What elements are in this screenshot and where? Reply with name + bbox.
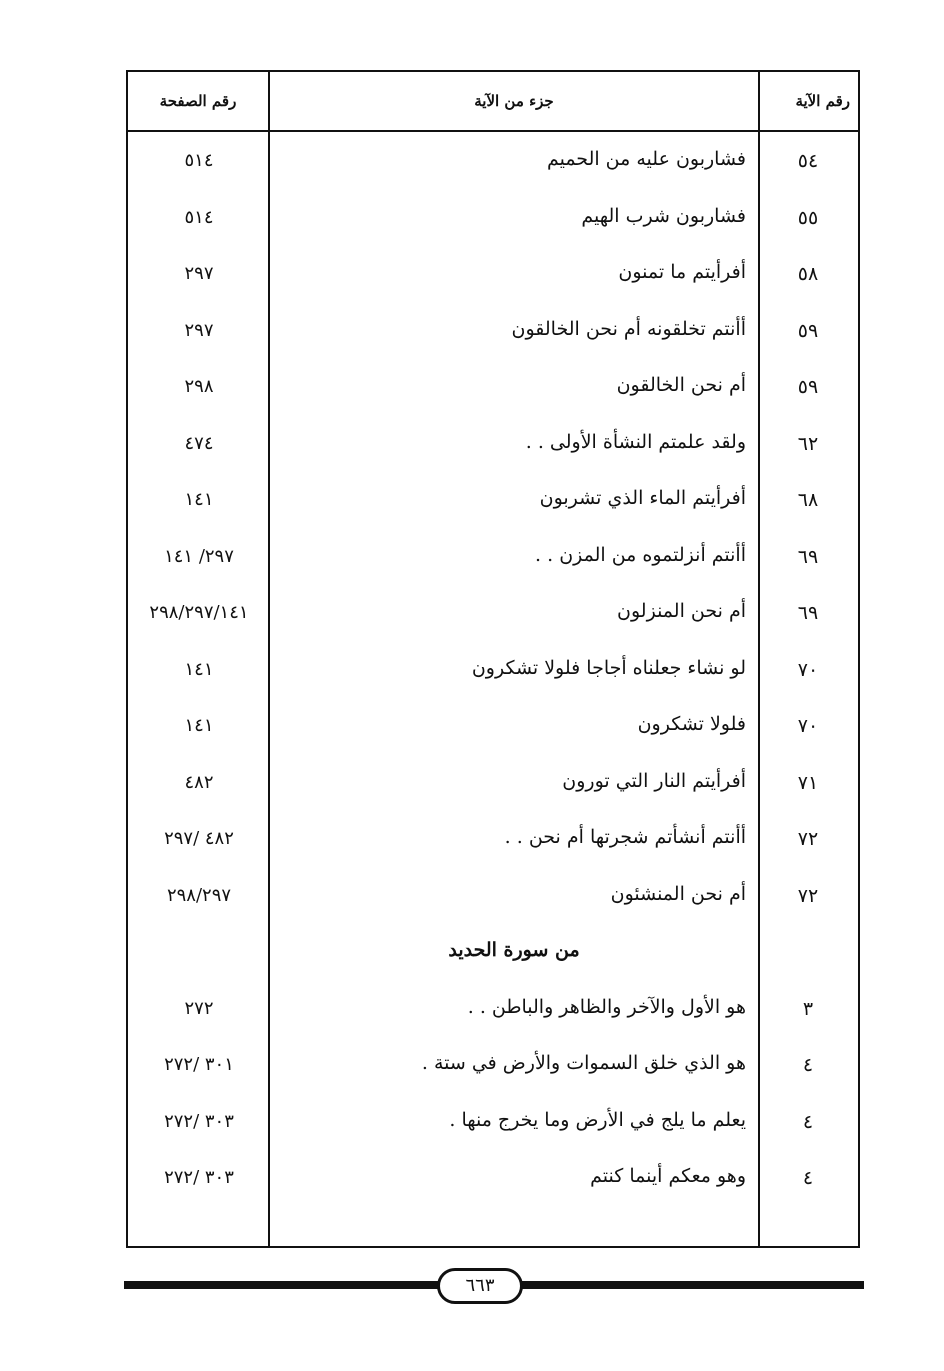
verse-text: هو الذي خلق السموات والأرض في ستة . (421, 1052, 746, 1074)
page-ref: ٢٩٧ (184, 263, 214, 284)
verse-text: أأنتم أنشأتم شجرتها أم نحن . . (504, 826, 746, 848)
table-row: ٦٨ أفرأيتم الماء الذي تشربون ١٤١ (128, 477, 858, 533)
table-row: ٤ يعلم ما يلج في الأرض وما يخرج منها . ٣٠٣… (128, 1099, 858, 1155)
table-header: رقم الآية جزء من الآية رقم الصفحة (128, 72, 858, 132)
page-ref: ١٤١ (184, 658, 214, 680)
header-verse-no: رقم الآية (795, 92, 850, 110)
index-table: رقم الآية جزء من الآية رقم الصفحة ٥٤ فشار… (126, 70, 860, 1248)
page-ref: ٢٩٨/٢٩٧/١٤١ (149, 602, 249, 623)
verse-number: ٣ (802, 997, 814, 1020)
page-ref: ٤٨٢ (184, 771, 214, 793)
page-ref: ٥١٤ (184, 150, 214, 171)
header-page-no: رقم الصفحة (159, 92, 237, 110)
verse-number: ٧١ (797, 771, 819, 794)
page-ref: ٤٨٢ /٢٩٧ (164, 828, 234, 849)
verse-text: فشاربون شرب الهيم (581, 204, 746, 227)
verse-number: ٦٢ (797, 432, 819, 455)
page-ref: ٢٩٧/ ١٤١ (164, 545, 234, 567)
verse-text: ولقد علمتم النشأة الأولى . . (525, 430, 746, 453)
page-ref: ١٤١ (184, 489, 214, 510)
table-row: ٧٠ فلولا تشكرون ١٤١ (128, 703, 858, 759)
page-ref: ٣٠٣ /٢٧٢ (164, 1110, 234, 1132)
verse-number: ٧٢ (797, 828, 819, 850)
verse-text: أأنتم أنزلتموه من المزن . . (535, 543, 746, 566)
table-row: ٥٨ أفرأيتم ما تمنون ٢٩٧ (128, 251, 858, 307)
section-row: من سورة الحديد (128, 929, 858, 985)
verse-number: ٧٢ (797, 884, 819, 907)
table-row: ٤ وهو معكم أينما كنتم ٣٠٣ /٢٧٢ (128, 1155, 858, 1211)
table-row: ٤ هو الذي خلق السموات والأرض في ستة . ٣٠١ … (128, 1042, 858, 1098)
verse-number: ٥٩ (797, 319, 819, 342)
table-row: ٥٤ فشاربون عليه من الحميم ٥١٤ (128, 138, 858, 194)
table-row: ٦٩ أأنتم أنزلتموه من المزن . . ٢٩٧/ ١٤١ (128, 534, 858, 590)
verse-number: ٥٨ (797, 263, 819, 285)
verse-number: ٧٠ (797, 658, 819, 681)
verse-number: ٤ (802, 1110, 814, 1133)
verse-number: ٦٩ (797, 545, 819, 568)
verse-text: أأنتم تخلقونه أم نحن الخالقون (511, 317, 746, 340)
table-row: ٦٩ أم نحن المنزلون ٢٩٨/٢٩٧/١٤١ (128, 590, 858, 646)
table-row: ٧٠ لو نشاء جعلناه أجاجا فلولا تشكرون ١٤١ (128, 647, 858, 703)
verse-text: هو الأول والآخر والظاهر والباطن . . (467, 995, 746, 1018)
table-row: ٧١ أفرأيتم النار التي تورون ٤٨٢ (128, 760, 858, 816)
page-ref: ١٤١ (184, 715, 214, 736)
table-row: ٧٢ أأنتم أنشأتم شجرتها أم نحن . . ٤٨٢ /٢٩٧ (128, 816, 858, 872)
verse-text: أم نحن المنزلون (617, 600, 746, 622)
section-title: من سورة الحديد (448, 939, 580, 961)
page-ref: ٤٧٤ (184, 432, 214, 454)
verse-number: ٤ (802, 1054, 814, 1076)
page-ref: ٥١٤ (184, 206, 214, 228)
verse-text: أفرأيتم الماء الذي تشربون (539, 487, 746, 509)
verse-text: أم نحن الخالقون (616, 374, 746, 396)
table-row: ٧٢ أم نحن المنشئون ٢٩٨/٢٩٧ (128, 873, 858, 929)
page-ref: ٣٠٣ /٢٧٢ (164, 1167, 234, 1188)
table-row: ٦٢ ولقد علمتم النشأة الأولى . . ٤٧٤ (128, 421, 858, 477)
table-row: ٣ هو الأول والآخر والظاهر والباطن . . ٢٧٢ (128, 986, 858, 1042)
verse-text: أفرأيتم ما تمنون (618, 261, 746, 283)
verse-text: وهو معكم أينما كنتم (590, 1165, 746, 1187)
header-verse-part: جزء من الآية (474, 92, 554, 110)
verse-text: فلولا تشكرون (637, 713, 746, 735)
verse-text: أفرأيتم النار التي تورون (562, 769, 746, 792)
page-ref: ٢٧٢ (184, 997, 214, 1019)
verse-text: يعلم ما يلج في الأرض وما يخرج منها . (449, 1108, 746, 1131)
verse-number: ٥٥ (797, 206, 819, 229)
page-ref: ٣٠١ /٢٧٢ (164, 1054, 234, 1075)
table-row: ٥٥ فشاربون شرب الهيم ٥١٤ (128, 195, 858, 251)
page-ref: ٢٩٨ (184, 376, 214, 397)
page-number: ٦٦٣ (437, 1268, 523, 1304)
verse-number: ٦٩ (797, 602, 819, 624)
verse-text: فشاربون عليه من الحميم (546, 148, 746, 170)
column-divider (758, 72, 760, 1246)
page-ref: ٢٩٨/٢٩٧ (166, 884, 232, 906)
verse-text: لو نشاء جعلناه أجاجا فلولا تشكرون (471, 656, 746, 679)
verse-number: ٦٨ (797, 489, 819, 511)
verse-number: ٥٤ (797, 150, 819, 172)
verse-text: أم نحن المنشئون (610, 882, 746, 905)
page-ref: ٢٩٧ (184, 319, 214, 341)
verse-number: ٤ (802, 1167, 814, 1189)
table-row: ٥٩ أأنتم تخلقونه أم نحن الخالقون ٢٩٧ (128, 308, 858, 364)
verse-number: ٥٩ (797, 376, 819, 398)
table-row: ٥٩ أم نحن الخالقون ٢٩٨ (128, 364, 858, 420)
verse-number: ٧٠ (797, 715, 819, 737)
column-divider (268, 72, 270, 1246)
